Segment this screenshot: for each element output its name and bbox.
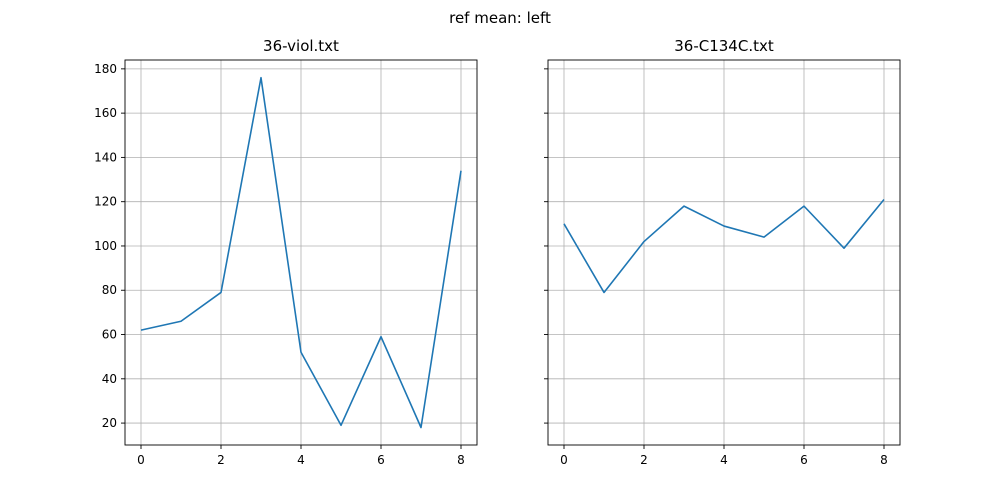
x-tick-label: 0 xyxy=(560,453,568,467)
x-tick-label: 4 xyxy=(297,453,305,467)
subplot-title: 36-viol.txt xyxy=(263,37,339,55)
x-tick-label: 8 xyxy=(457,453,465,467)
y-tick-label: 120 xyxy=(94,195,117,209)
y-tick-label: 20 xyxy=(102,416,117,430)
subplots: 0 2 4 6 82040608010012014016018036-viol.txt0… xyxy=(94,37,901,467)
y-tick-label: 140 xyxy=(94,150,117,164)
figure-suptitle: ref mean: left xyxy=(449,9,551,27)
y-tick-label: 40 xyxy=(102,372,117,386)
y-tick-label: 80 xyxy=(102,283,117,297)
x-tick-label: 2 xyxy=(217,453,225,467)
x-tick-label: 6 xyxy=(377,453,385,467)
series-line xyxy=(563,198,885,294)
x-tick-label: 0 xyxy=(137,453,145,467)
subplot-1: 0 2 4 6 8 20 40 60 80 100 120 140 160 180 36-viol.txt xyxy=(94,37,478,467)
x-tick-label: 8 xyxy=(880,453,888,467)
x-tick-label: 2 xyxy=(640,453,648,467)
subplot-title: 36-C134C.txt xyxy=(674,37,774,55)
subplot-2: 0 2 4 6 8 36-C134C.txt xyxy=(544,37,901,467)
y-tick-label: 180 xyxy=(94,62,117,76)
x-tick-label: 6 xyxy=(800,453,808,467)
y-tick-label: 100 xyxy=(94,239,117,253)
x-tick-label: 4 xyxy=(720,453,728,467)
y-tick-label: 160 xyxy=(94,106,117,120)
y-tick-label: 60 xyxy=(102,328,117,342)
series-line xyxy=(140,76,462,429)
